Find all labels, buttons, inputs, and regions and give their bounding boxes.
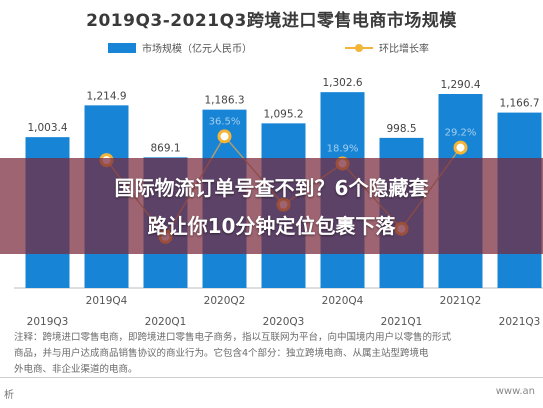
x-tick-label: 2020Q2 xyxy=(204,295,246,307)
footer-url: www.an xyxy=(495,386,535,397)
growth-value-label: 18.9% xyxy=(327,144,359,155)
bar-value-label: 1,003.4 xyxy=(27,122,67,134)
footer-source: 析 xyxy=(4,390,14,401)
note-line-2: 商品，并与用户达成商品销售协议的商业行为。它包含4个部分：独立跨境电商、从属主站… xyxy=(14,348,429,359)
x-tick-label: 2020Q3 xyxy=(263,316,305,328)
legend-item-bar: 市场规模（亿元人民币） xyxy=(108,40,252,55)
overlay-banner[interactable]: 国际物流订单号查不到？6个隐藏套 路让你10分钟定位包裹下落 xyxy=(0,158,543,254)
note-line-1: 注释：跨境进口零售电商，即跨境进口零售电子商务，指以互联网为平台，向中国境内用户… xyxy=(14,332,452,343)
bar-value-label: 1,214.9 xyxy=(86,90,126,102)
growth-value-label: 29.2% xyxy=(445,128,477,139)
chart-title: 2019Q3-2021Q3跨境进口零售电商市场规模 xyxy=(86,11,457,31)
x-tick-label: 2021Q3 xyxy=(499,316,541,328)
x-tick-label: 2021Q2 xyxy=(440,295,482,307)
bar-value-label: 1,290.4 xyxy=(440,79,480,91)
chart-legend: 市场规模（亿元人民币） 环比增长率 xyxy=(0,40,543,56)
growth-point-2020Q2 xyxy=(217,129,232,144)
legend-bar-label: 市场规模（亿元人民币） xyxy=(142,44,252,55)
bar-value-label: 1,302.6 xyxy=(322,77,362,89)
legend-line-label: 环比增长率 xyxy=(379,44,429,55)
x-tick-label: 2020Q1 xyxy=(145,316,187,328)
bar-value-label: 1,095.2 xyxy=(263,108,303,120)
x-tick-label: 2021Q1 xyxy=(381,316,423,328)
growth-value-label: 36.5% xyxy=(209,116,241,127)
note-line-3: 外电商、非企业渠道的电商。 xyxy=(14,364,138,375)
footer-divider xyxy=(0,377,543,378)
x-tick-label: 2020Q4 xyxy=(322,295,364,307)
bar-value-label: 1,166.7 xyxy=(499,98,539,110)
bar-value-label: 869.1 xyxy=(150,142,180,154)
legend-item-line: 环比增长率 xyxy=(345,40,429,55)
bar-value-label: 998.5 xyxy=(386,123,416,135)
banner-headline-line-2: 路让你10分钟定位包裹下落 xyxy=(147,214,396,238)
x-tick-label: 2019Q3 xyxy=(27,316,69,328)
bar-value-label: 1,186.3 xyxy=(204,95,244,107)
chart-notes: 注释：跨境进口零售电商，即跨境进口零售电子商务，指以互联网为平台，向中国境内用户… xyxy=(14,330,543,378)
legend-line-swatch xyxy=(345,43,373,53)
x-tick-label: 2019Q4 xyxy=(86,295,128,307)
growth-point-2021Q2 xyxy=(453,140,468,155)
banner-headline-line-1: 国际物流订单号查不到？6个隐藏套 xyxy=(114,176,429,200)
legend-bar-swatch xyxy=(108,42,136,53)
